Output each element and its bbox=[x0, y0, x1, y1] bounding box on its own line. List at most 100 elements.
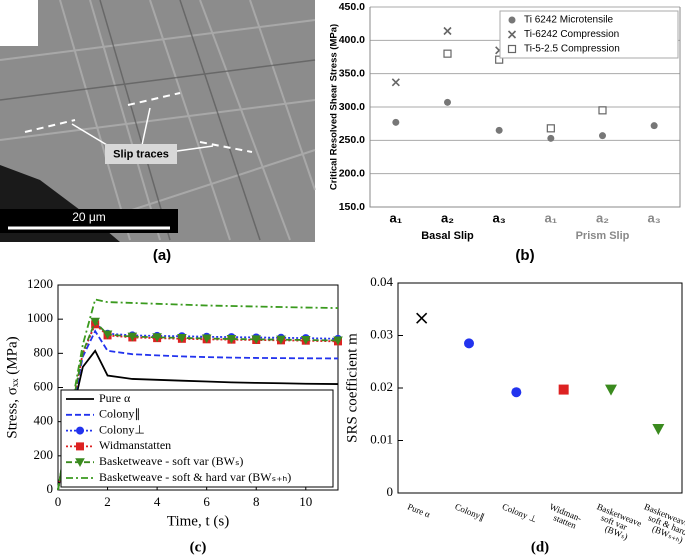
axis-frame bbox=[57, 284, 339, 491]
y-axis-label: Critical Resolved Shear Stress (MPa) bbox=[329, 24, 340, 190]
annotation: Slip traces bbox=[113, 148, 169, 160]
y-tick-label: 0 bbox=[387, 484, 394, 499]
legend-label: Colony⊥ bbox=[99, 422, 145, 436]
y-tick-label: 0 bbox=[47, 481, 54, 496]
marker bbox=[276, 335, 286, 345]
panel-label: (d) bbox=[531, 539, 549, 555]
marker bbox=[392, 118, 400, 126]
panel-label: (a) bbox=[153, 247, 171, 264]
y-tick-label: 0.04 bbox=[370, 274, 393, 289]
marker bbox=[547, 134, 555, 142]
x-tick-label: Colony∥ bbox=[453, 501, 486, 522]
marker bbox=[599, 132, 606, 140]
y-tick-label: 600 bbox=[34, 378, 54, 393]
chart: 0 0.01 0.02 0.03 0.04 SRS coefficient m (d) Pur… bbox=[344, 274, 685, 555]
y-axis-label: Stress, σₓₓ (MPa) bbox=[4, 336, 20, 438]
scale-bar-label: 20 μm bbox=[72, 210, 106, 224]
marker bbox=[511, 387, 522, 398]
line bbox=[57, 298, 339, 491]
marker bbox=[650, 122, 658, 130]
marker bbox=[333, 336, 343, 346]
marker bbox=[546, 124, 555, 133]
marker bbox=[251, 335, 262, 345]
x-tick-label: Colony ⊥ bbox=[501, 501, 539, 524]
marker bbox=[300, 336, 311, 345]
marker bbox=[464, 338, 474, 349]
y-tick-label: 800 bbox=[34, 344, 54, 359]
legend-label: Basketweave - soft & hard var (BWₛ₊ₕ) bbox=[99, 470, 291, 484]
group-label: Basal Slip bbox=[421, 230, 474, 242]
axis-frame bbox=[369, 7, 681, 208]
y-tick-label: 200.0 bbox=[339, 167, 365, 179]
marker bbox=[598, 106, 607, 115]
y-tick-label: 400 bbox=[34, 413, 54, 428]
x-tick-label: a₂ bbox=[596, 210, 609, 225]
micrograph: Slip traces 20 μm (a) bbox=[0, 0, 316, 264]
legend-marker bbox=[507, 44, 517, 54]
marker bbox=[90, 317, 100, 327]
x-tick-label: 10 bbox=[299, 494, 312, 509]
y-tick-label: 350.0 bbox=[339, 67, 365, 79]
marker bbox=[102, 330, 113, 340]
marker bbox=[391, 78, 400, 87]
x-axis-label: Time, t (s) bbox=[167, 513, 229, 529]
marker bbox=[416, 312, 428, 324]
y-axis-label: SRS coefficient m bbox=[344, 333, 360, 443]
x-tick-label: a₁ bbox=[545, 210, 558, 225]
axis-frame bbox=[397, 282, 683, 494]
x-tick-label: Pure α bbox=[406, 501, 432, 519]
panel-label: (b) bbox=[515, 247, 534, 264]
marker bbox=[443, 49, 452, 58]
legend-marker bbox=[76, 426, 84, 435]
line bbox=[57, 320, 339, 491]
y-tick-label: 400.0 bbox=[339, 34, 365, 46]
y-tick-label: 0.03 bbox=[370, 326, 393, 341]
line bbox=[57, 349, 339, 491]
legend-label: Ti-5-2.5 Compression bbox=[524, 44, 620, 55]
marker bbox=[152, 333, 162, 343]
x-tick-label: 8 bbox=[253, 494, 260, 509]
marker bbox=[495, 55, 504, 64]
x-tick-label: a₂ bbox=[441, 210, 454, 225]
y-tick-label: 150.0 bbox=[339, 201, 365, 213]
legend-label: Ti 6242 Microtensile bbox=[524, 15, 614, 26]
group-label: Prism Slip bbox=[576, 230, 630, 242]
y-tick-label: 0.01 bbox=[370, 431, 393, 446]
marker bbox=[226, 334, 237, 344]
marker bbox=[605, 384, 617, 396]
legend-box bbox=[60, 389, 334, 488]
marker bbox=[177, 333, 187, 343]
chart: 0 200 400 600 800 1000 1200 Stress, σₓₓ (MPa) (c… bbox=[4, 276, 343, 555]
legend-box bbox=[499, 10, 679, 59]
legend-marker bbox=[507, 30, 517, 39]
y-tick-label: 200 bbox=[34, 447, 54, 462]
line bbox=[57, 329, 339, 491]
legend-marker bbox=[76, 442, 84, 451]
chart: 150.0 200.0 250.0 300.0 350.0 400.0 450.0 Criti… bbox=[329, 1, 681, 264]
y-tick-label: 1000 bbox=[27, 310, 53, 325]
y-tick-label: 300.0 bbox=[339, 101, 365, 113]
x-tick-label: a₃ bbox=[648, 210, 661, 225]
legend-label: Widmanstatten bbox=[99, 438, 171, 452]
legend-marker bbox=[75, 458, 85, 467]
marker bbox=[201, 334, 212, 344]
marker bbox=[444, 98, 451, 106]
annotation-box bbox=[105, 144, 177, 164]
y-tick-label: 450.0 bbox=[339, 1, 365, 13]
marker bbox=[443, 26, 452, 36]
x-tick-label: a₃ bbox=[493, 210, 506, 225]
legend-label: Basketweave - soft var (BWₛ) bbox=[99, 454, 243, 468]
x-tick-label: 2 bbox=[104, 494, 111, 509]
x-tick-label: 4 bbox=[154, 494, 161, 509]
marker bbox=[558, 384, 569, 395]
x-tick-label: a₁ bbox=[390, 210, 403, 225]
slip-trace-lines bbox=[24, 92, 253, 153]
marker bbox=[495, 126, 503, 134]
marker bbox=[127, 332, 138, 342]
blank-corner bbox=[0, 0, 38, 46]
panel-label: (c) bbox=[190, 539, 207, 555]
y-tick-label: 1200 bbox=[27, 276, 53, 291]
legend-label: Ti-6242 Compression bbox=[524, 29, 619, 40]
marker bbox=[652, 423, 665, 435]
